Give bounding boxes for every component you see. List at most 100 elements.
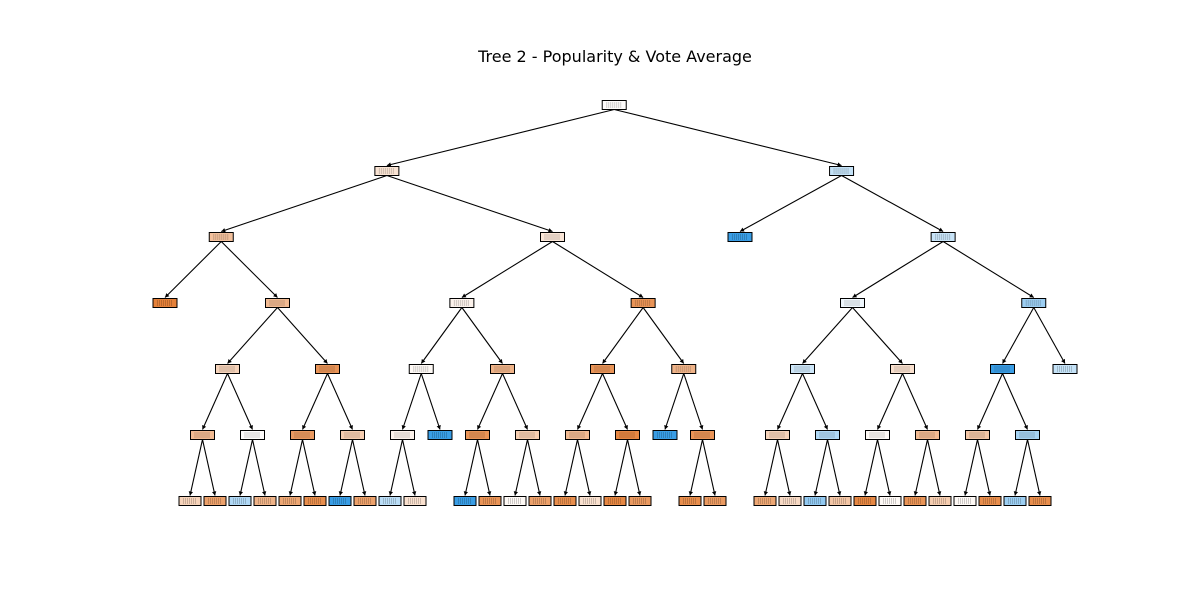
tree-split-node (865, 430, 890, 440)
edge-arrowhead (1013, 491, 1019, 496)
edge-arrowhead (886, 491, 892, 496)
edge-arrowhead (688, 491, 694, 496)
tree-edge (683, 373, 704, 430)
tree-split-node (208, 232, 234, 242)
tree-leaf-node (578, 496, 602, 506)
tree-split-node (630, 298, 656, 308)
tree-edge (227, 307, 278, 364)
tree-edge (826, 439, 841, 496)
tree-leaf-node (828, 496, 852, 506)
edge-arrowhead (786, 491, 792, 496)
tree-split-node (990, 364, 1015, 374)
tree-edge (864, 439, 879, 496)
tree-split-node (215, 364, 240, 374)
tree-edge (602, 307, 644, 364)
tree-edge (526, 439, 541, 496)
tree-edge (926, 439, 941, 496)
tree-edge (420, 373, 441, 430)
tree-leaf-node (178, 496, 202, 506)
tree-split-node (601, 100, 627, 110)
edge-arrowhead (436, 425, 441, 430)
edge-arrowhead (523, 424, 528, 430)
tree-leaf-node (403, 496, 427, 506)
tree-edge (420, 307, 463, 364)
tree-edge (576, 373, 604, 430)
edge-arrowhead (221, 228, 226, 233)
tree-split-node (240, 430, 265, 440)
edge-arrowhead (802, 359, 807, 364)
tree-edge (401, 373, 422, 430)
tree-leaf-node (152, 298, 178, 308)
tree-leaf-node (703, 496, 727, 506)
tree-edge (501, 373, 529, 430)
tree-leaf-node (953, 496, 977, 506)
edge-arrowhead (577, 424, 582, 430)
edge-arrowhead (202, 424, 207, 430)
tree-edge (739, 175, 842, 232)
tree-edge (201, 373, 229, 430)
tree-edge (564, 439, 579, 496)
tree-split-node (390, 430, 415, 440)
tree-edge (776, 439, 791, 496)
edge-arrowhead (823, 424, 828, 430)
tree-leaf-node (253, 496, 277, 506)
edge-arrowhead (699, 425, 704, 430)
tree-edge (852, 307, 903, 364)
tree-split-node (690, 430, 715, 440)
tree-split-node (965, 430, 990, 440)
tree-edge (552, 241, 644, 298)
tree-split-node (930, 232, 956, 242)
tree-edge (852, 241, 944, 298)
tree-leaf-node (878, 496, 902, 506)
edge-arrowhead (963, 491, 969, 496)
tree-edge (942, 241, 1035, 298)
edge-arrowhead (638, 293, 644, 298)
edge-arrowhead (852, 293, 858, 298)
tree-split-node (615, 430, 640, 440)
tree-leaf-node (528, 496, 552, 506)
tree-edge (776, 373, 804, 430)
tree-edge (801, 373, 829, 430)
edge-arrowhead (913, 491, 919, 496)
tree-edges (164, 108, 1066, 496)
edge-arrowhead (813, 491, 819, 496)
tree-split-node (890, 364, 915, 374)
tree-edge (876, 373, 904, 430)
edge-arrowhead (273, 293, 278, 298)
edge-arrowhead (711, 491, 717, 496)
tree-leaf-node (603, 496, 627, 506)
edge-arrowhead (323, 359, 328, 364)
tree-edge (301, 439, 316, 496)
tree-leaf-node (278, 496, 302, 506)
tree-split-node (465, 430, 490, 440)
edge-arrowhead (188, 491, 194, 496)
tree-split-node (374, 166, 400, 176)
tree-leaf-node (903, 496, 927, 506)
tree-edge (701, 439, 716, 496)
edge-arrowhead (1029, 293, 1034, 298)
edge-arrowhead (238, 491, 244, 496)
tree-edge (514, 439, 529, 496)
tree-leaf-node (853, 496, 877, 506)
tree-split-node (1015, 430, 1040, 440)
edge-arrowhead (411, 491, 417, 496)
tree-edge (339, 439, 354, 496)
tree-edge (351, 439, 366, 496)
edge-arrowhead (536, 491, 542, 496)
tree-leaf-node (1028, 496, 1052, 506)
tree-nodes (152, 100, 1078, 506)
tree-split-node (915, 430, 940, 440)
tree-leaf-node (303, 496, 327, 506)
tree-leaf-node (652, 430, 678, 440)
tree-edge (401, 439, 416, 496)
tree-edge (301, 373, 329, 430)
tree-split-node (190, 430, 215, 440)
tree-edge (642, 307, 685, 364)
tree-edge (164, 241, 222, 298)
edge-arrowhead (401, 425, 406, 430)
tree-leaf-node (453, 496, 477, 506)
tree-split-node (490, 364, 515, 374)
tree-edge (239, 439, 254, 496)
edge-arrowhead (361, 491, 367, 496)
